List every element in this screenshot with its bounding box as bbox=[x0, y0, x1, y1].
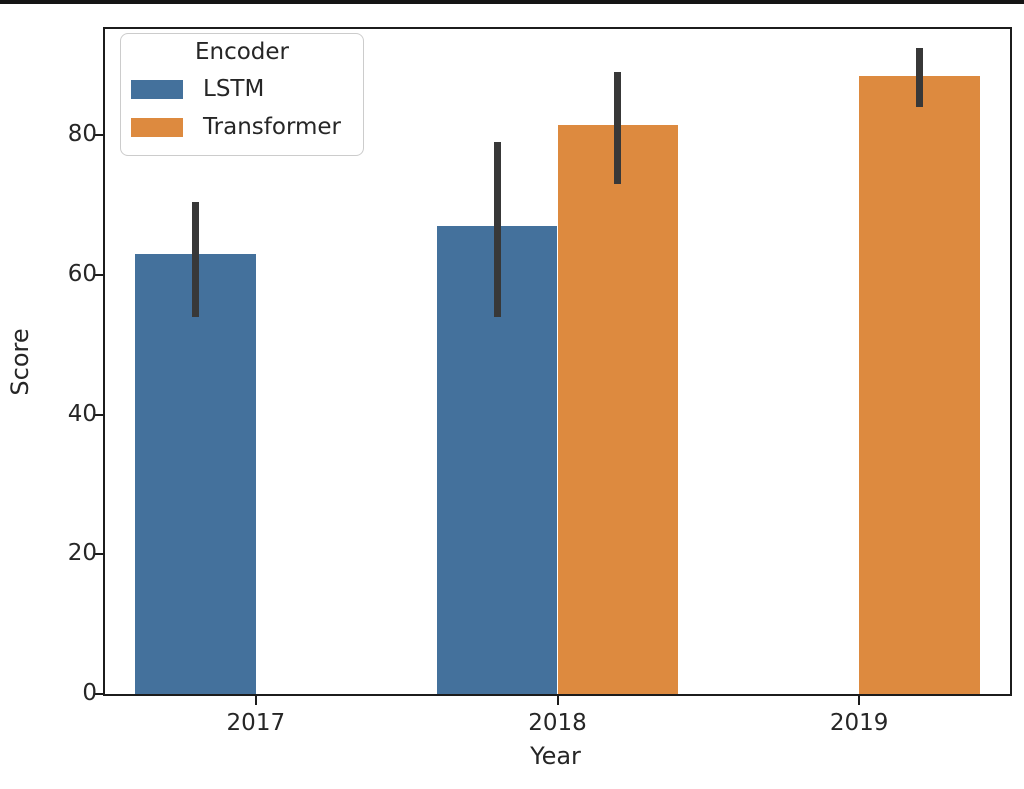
transformer-swatch-icon bbox=[131, 117, 183, 137]
x-tick-label-2017: 2017 bbox=[226, 710, 286, 736]
legend: Encoder LSTM Transformer bbox=[120, 33, 364, 156]
legend-title: Encoder bbox=[194, 39, 290, 65]
error-bar-transformer-2018 bbox=[614, 72, 622, 185]
bar-lstm-2017 bbox=[135, 253, 256, 694]
y-tick-40 bbox=[94, 413, 103, 416]
y-tick-label-20: 20 bbox=[67, 540, 97, 567]
x-tick-label-2018: 2018 bbox=[528, 710, 587, 736]
x-tick-2017 bbox=[254, 696, 257, 705]
legend-label-lstm: LSTM bbox=[203, 76, 265, 102]
y-tick-label-0: 0 bbox=[82, 680, 97, 706]
legend-item-transformer: Transformer bbox=[131, 108, 353, 146]
y-tick-0 bbox=[94, 693, 103, 695]
x-tick-2019 bbox=[858, 696, 861, 705]
y-tick-60 bbox=[94, 273, 103, 276]
error-bar-transformer-2019 bbox=[916, 47, 923, 108]
x-tick-label-2019: 2019 bbox=[829, 710, 889, 736]
y-tick-label-80: 80 bbox=[67, 121, 97, 148]
y-tick-label-40: 40 bbox=[67, 400, 97, 427]
y-tick-20 bbox=[94, 553, 103, 556]
error-bar-lstm-2017 bbox=[192, 201, 199, 317]
y-tick-label-60: 60 bbox=[67, 260, 97, 287]
bar-transformer-2019 bbox=[859, 75, 980, 694]
window-top-border bbox=[0, 0, 1024, 4]
lstm-swatch-icon bbox=[131, 79, 183, 99]
plot-area: Encoder LSTM Transformer 0 20 40 60 80 2017 20… bbox=[68, 27, 1012, 736]
legend-item-lstm: LSTM bbox=[131, 70, 353, 108]
x-tick-2018 bbox=[556, 696, 559, 705]
x-axis-label: Year bbox=[530, 742, 581, 770]
error-bar-lstm-2018 bbox=[493, 142, 501, 317]
y-axis-label: Score bbox=[6, 328, 34, 396]
legend-label-transformer: Transformer bbox=[203, 114, 342, 140]
bar-transformer-2018 bbox=[557, 124, 679, 694]
y-tick-80 bbox=[94, 134, 103, 137]
